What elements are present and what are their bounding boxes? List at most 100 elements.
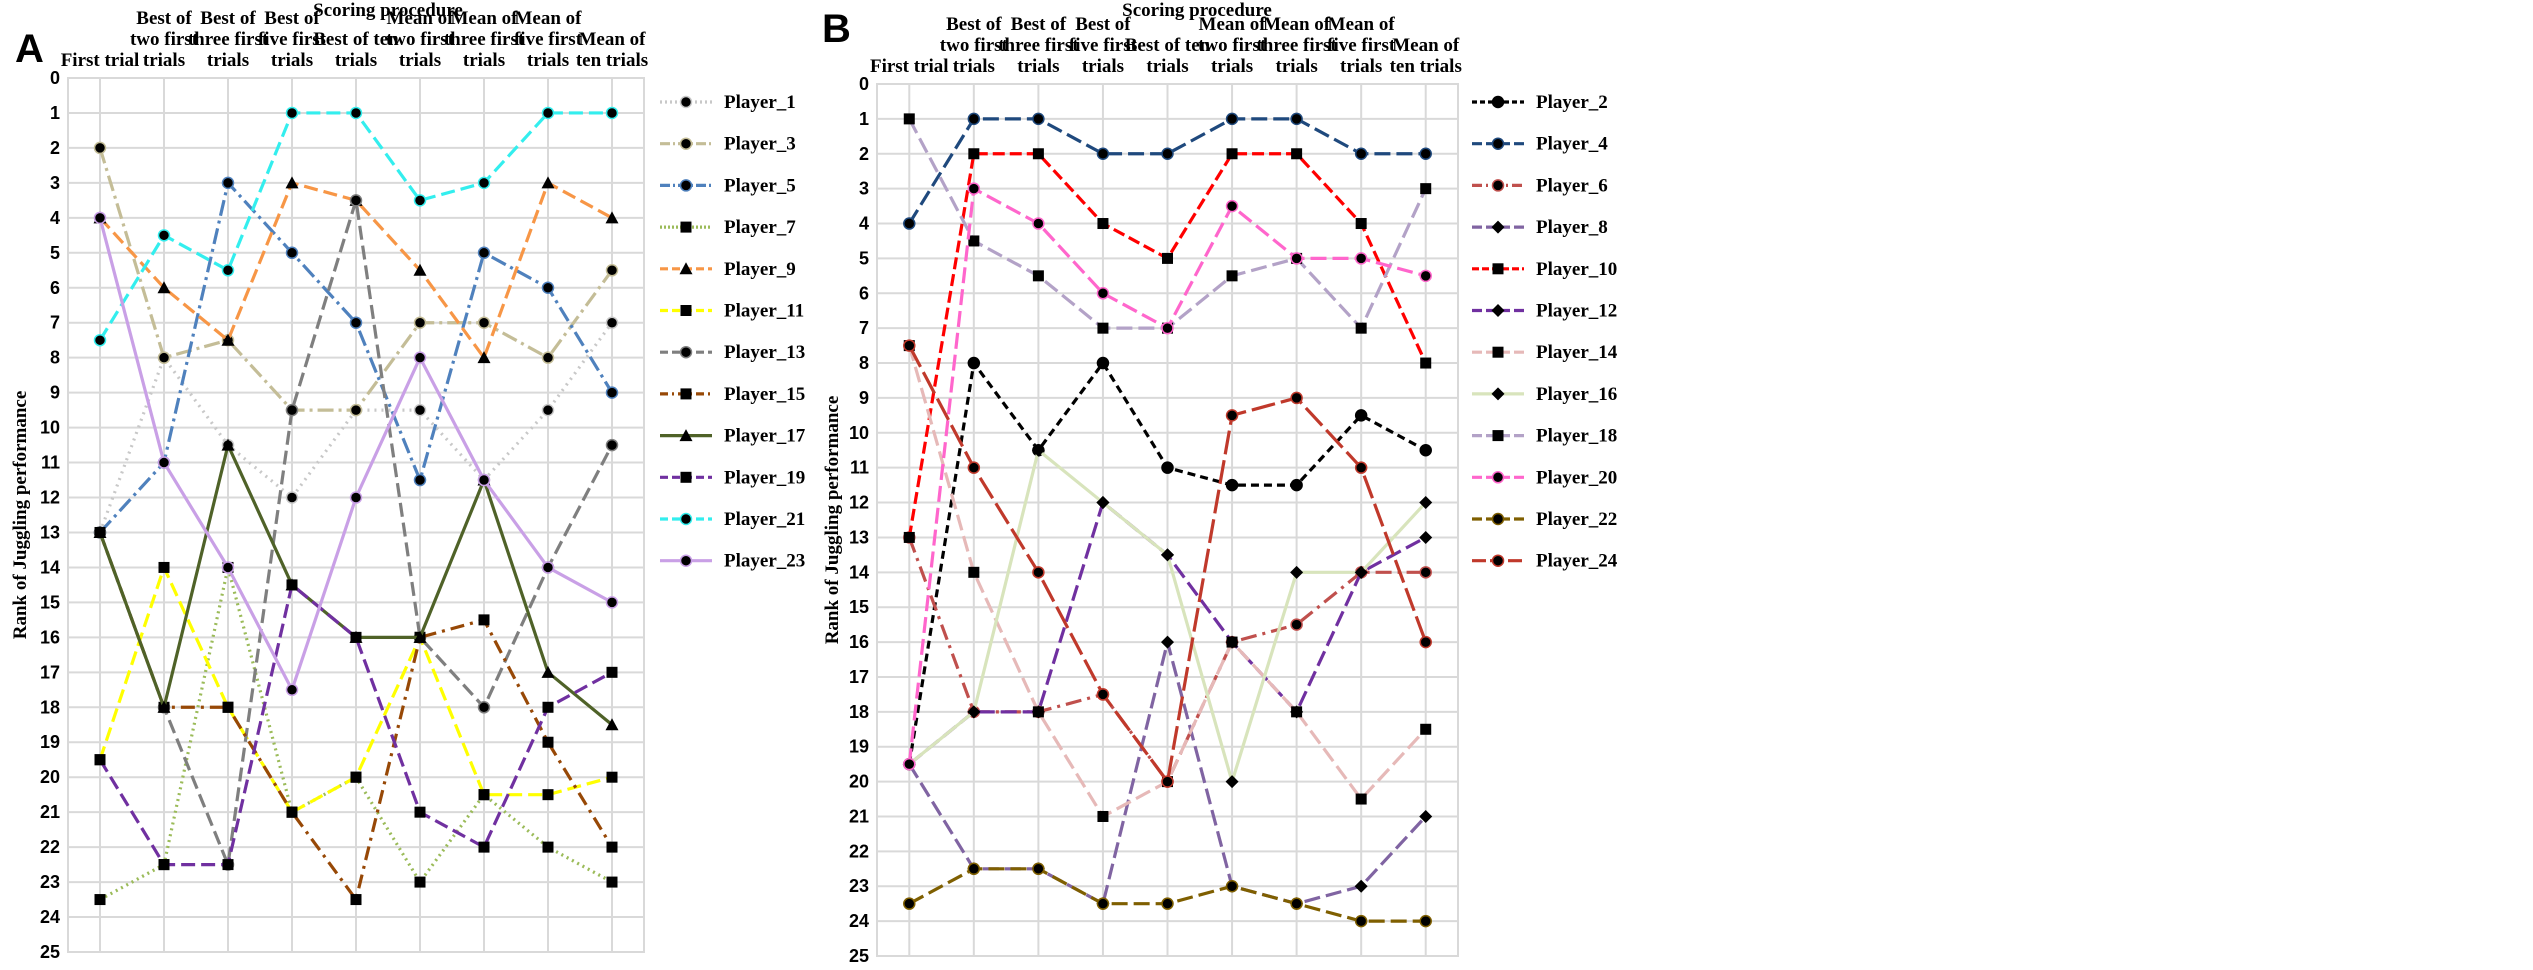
y-tick-label: 18 bbox=[849, 702, 869, 722]
data-point bbox=[541, 403, 555, 417]
data-point bbox=[94, 754, 106, 766]
y-tick-label: 21 bbox=[40, 802, 60, 822]
y-tick-label: 5 bbox=[50, 243, 60, 263]
data-point bbox=[606, 771, 618, 783]
data-point bbox=[413, 194, 427, 207]
data-point bbox=[967, 182, 981, 195]
legend-marker bbox=[1491, 220, 1505, 234]
data-point bbox=[1291, 148, 1303, 160]
legend-item: Player_10 bbox=[1472, 259, 1617, 280]
data-point bbox=[221, 561, 235, 574]
x-tick-line: Best of ten bbox=[1125, 35, 1211, 56]
data-point bbox=[1097, 218, 1109, 230]
data-point bbox=[1162, 252, 1173, 264]
y-tick-label: 9 bbox=[50, 383, 60, 403]
data-point bbox=[1161, 461, 1174, 474]
y-tick-label: 22 bbox=[40, 837, 60, 857]
data-point bbox=[221, 438, 235, 451]
legend-label: Player_19 bbox=[724, 467, 805, 488]
x-tick-line: five first bbox=[258, 29, 327, 50]
y-tick-label: 23 bbox=[40, 872, 60, 892]
data-point bbox=[158, 561, 170, 573]
x-tick-line: trials bbox=[143, 50, 185, 71]
y-tick-label: 7 bbox=[50, 313, 60, 333]
series-line bbox=[907, 117, 1426, 225]
x-tick-label: Mean of two first trials bbox=[386, 8, 455, 71]
legend-label: Player_8 bbox=[1536, 217, 1608, 238]
legend-marker bbox=[1491, 387, 1505, 401]
y-tick-label: 6 bbox=[50, 278, 60, 298]
legend-item: Player_23 bbox=[660, 551, 805, 572]
legend-label: Player_11 bbox=[724, 301, 804, 322]
y-tick-label: 11 bbox=[41, 453, 60, 473]
data-point bbox=[1161, 635, 1174, 649]
x-tick-line: trials bbox=[1340, 56, 1382, 77]
data-point bbox=[222, 701, 234, 713]
y-tick-label: 5 bbox=[859, 248, 869, 268]
legend-marker bbox=[1491, 95, 1505, 109]
data-point bbox=[1419, 566, 1432, 579]
data-point bbox=[1161, 321, 1174, 335]
data-point bbox=[1290, 897, 1303, 910]
series-player-19 bbox=[94, 579, 618, 871]
x-tick-line: trials bbox=[527, 50, 569, 71]
x-tick-line: Best of bbox=[136, 8, 192, 29]
plot-frame bbox=[67, 77, 645, 953]
data-point bbox=[1419, 496, 1433, 510]
data-point bbox=[1419, 809, 1433, 823]
data-point bbox=[413, 263, 427, 276]
y-tick-label: 17 bbox=[849, 667, 869, 687]
x-tick-label: First trial bbox=[61, 50, 140, 71]
x-tick-label: First trial bbox=[870, 56, 949, 77]
x-tick-label: Best of five first trials bbox=[258, 8, 327, 71]
data-point bbox=[93, 141, 107, 155]
y-tick-label: 16 bbox=[40, 627, 60, 647]
data-point bbox=[1354, 914, 1368, 928]
legend-item: Player_7 bbox=[660, 217, 796, 238]
legend-item: Player_22 bbox=[1472, 509, 1617, 530]
y-tick-label: 1 bbox=[50, 103, 60, 123]
x-tick-line: trials bbox=[207, 50, 249, 71]
data-point bbox=[1161, 775, 1174, 788]
y-tick-label: 2 bbox=[50, 138, 60, 158]
legend-item: Player_19 bbox=[660, 467, 805, 488]
data-point bbox=[221, 264, 235, 277]
legend-marker bbox=[1492, 430, 1504, 442]
x-tick-line: trials bbox=[1211, 56, 1253, 77]
legend-item: Player_16 bbox=[1472, 384, 1617, 405]
y-tick-label: 23 bbox=[849, 876, 869, 896]
legend-label: Player_9 bbox=[724, 259, 796, 280]
data-point bbox=[350, 894, 362, 906]
data-point bbox=[478, 841, 490, 853]
chart-title: Scoring procedure bbox=[313, 0, 463, 21]
data-point bbox=[542, 789, 554, 801]
data-point bbox=[605, 718, 619, 731]
legend-item: Player_15 bbox=[660, 384, 805, 405]
data-point bbox=[903, 531, 915, 543]
legend-marker bbox=[679, 429, 693, 442]
x-tick-label: Best of two first trials bbox=[130, 8, 199, 71]
data-point bbox=[1225, 199, 1239, 213]
legend-item: Player_11 bbox=[660, 301, 804, 322]
data-point bbox=[349, 106, 363, 120]
data-point bbox=[1290, 565, 1304, 579]
x-tick-line: Best of bbox=[1075, 14, 1131, 35]
data-point bbox=[1226, 636, 1238, 648]
data-point bbox=[285, 246, 299, 260]
x-tick-line: three first bbox=[998, 35, 1079, 56]
data-point bbox=[477, 246, 491, 260]
data-point bbox=[93, 333, 107, 347]
data-point bbox=[542, 736, 554, 748]
data-point bbox=[1291, 706, 1303, 718]
data-point bbox=[606, 841, 618, 853]
x-tick-label: Best of ten trials bbox=[1125, 35, 1211, 77]
data-point bbox=[605, 386, 619, 399]
legend-label: Player_13 bbox=[724, 342, 805, 363]
y-tick-label: 3 bbox=[50, 173, 60, 193]
x-tick-label: Mean of ten trials bbox=[576, 29, 648, 71]
data-point bbox=[414, 806, 426, 818]
legend-marker bbox=[1492, 346, 1504, 358]
data-point bbox=[350, 771, 362, 783]
x-tick-label: Mean of five first trials bbox=[514, 8, 583, 71]
data-point bbox=[968, 148, 980, 160]
